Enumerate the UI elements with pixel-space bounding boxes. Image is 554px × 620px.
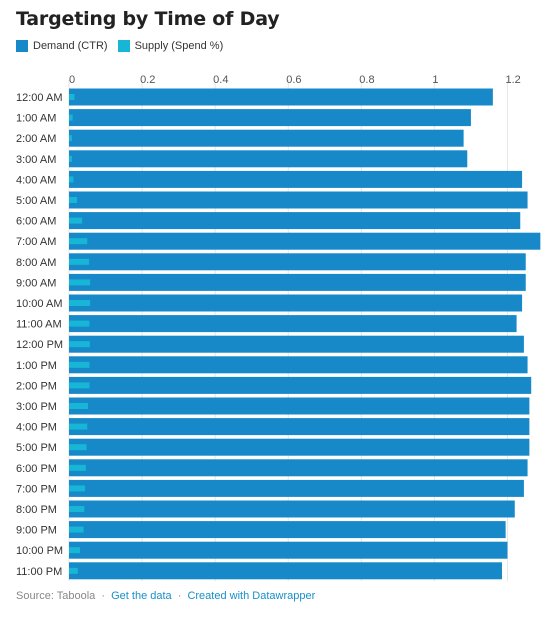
demand-bar — [69, 232, 541, 250]
demand-bar — [69, 191, 528, 209]
demand-bar — [69, 150, 468, 168]
supply-bar — [69, 197, 78, 203]
category-label: 3:00 AM — [16, 154, 56, 166]
supply-bar — [69, 444, 87, 451]
demand-bar — [69, 397, 530, 415]
demand-bar — [69, 294, 523, 312]
demand-bar — [69, 212, 521, 230]
supply-bar — [69, 320, 90, 327]
category-label: 6:00 PM — [16, 463, 57, 475]
demand-bar — [69, 273, 526, 291]
demand-bar — [69, 335, 524, 353]
category-label: 1:00 PM — [16, 360, 57, 372]
legend-swatch-supply — [117, 40, 130, 52]
category-label: 2:00 PM — [16, 380, 57, 392]
supply-bar — [69, 155, 72, 162]
demand-bar — [69, 562, 502, 580]
bar-chart: 0 0.2 0.4 0.6 0.8 1 1.2 12:00 AM 1:00 AM 2:00 AM 3… — [16, 74, 541, 582]
demand-bar — [69, 418, 530, 436]
demand-bar — [69, 253, 526, 271]
category-label: 5:00 PM — [16, 442, 57, 454]
supply-bar — [69, 176, 74, 183]
supply-bar — [69, 114, 73, 121]
supply-bar — [69, 217, 83, 224]
demand-bar — [69, 459, 528, 477]
supply-bar — [69, 341, 90, 348]
category-label: 4:00 PM — [16, 422, 57, 434]
demand-bar — [69, 376, 532, 394]
demand-bar — [69, 541, 508, 559]
supply-bar — [69, 423, 88, 430]
category-label: 7:00 AM — [16, 236, 56, 248]
category-label: 8:00 PM — [16, 504, 57, 516]
supply-bar — [69, 382, 90, 389]
supply-bar — [69, 526, 84, 533]
demand-bar — [69, 315, 517, 333]
category-label: 9:00 AM — [16, 277, 56, 289]
get-data-link[interactable]: Get the data — [111, 590, 172, 602]
x-tick-label: 0 — [69, 74, 75, 86]
category-label: 11:00 PM — [16, 566, 62, 578]
demand-bar — [69, 356, 528, 374]
footer: Source: Taboola · Get the data · Created… — [16, 590, 315, 602]
category-label: 5:00 AM — [16, 195, 56, 207]
category-label: 2:00 AM — [16, 133, 56, 145]
demand-bar — [69, 521, 506, 539]
demand-bar — [69, 109, 471, 127]
legend-item-supply: Supply (Spend %) — [117, 40, 224, 52]
demand-bar — [69, 438, 530, 456]
supply-bar — [69, 135, 72, 142]
demand-bar — [69, 170, 523, 188]
source-note: Source: Taboola — [16, 590, 96, 602]
supply-bar — [69, 279, 91, 286]
legend-item-demand: Demand (CTR) — [16, 40, 108, 52]
x-tick-label: 0.2 — [140, 74, 155, 86]
category-label: 6:00 AM — [16, 216, 56, 228]
supply-bar — [69, 547, 80, 554]
category-label: 12:00 PM — [16, 339, 63, 351]
supply-bar — [69, 300, 91, 306]
category-label: 10:00 AM — [16, 298, 62, 310]
supply-bar — [69, 567, 78, 574]
x-tick-label: 1 — [432, 74, 438, 86]
chart-title: Targeting by Time of Day — [16, 8, 280, 30]
category-label: 7:00 PM — [16, 483, 57, 495]
demand-bar — [69, 500, 515, 518]
x-tick-label: 1.2 — [505, 74, 520, 86]
supply-bar — [69, 506, 85, 512]
supply-bar — [69, 94, 75, 100]
supply-bar — [69, 238, 88, 245]
legend-swatch-demand — [16, 40, 28, 52]
supply-bar — [69, 258, 90, 265]
footer-separator: · — [101, 590, 106, 602]
supply-bar — [69, 464, 86, 471]
category-label: 9:00 PM — [16, 525, 57, 537]
created-with-link[interactable]: Created with Datawrapper — [187, 590, 316, 602]
supply-bar — [69, 403, 88, 409]
x-tick-label: 0.6 — [286, 74, 301, 86]
category-label: 1:00 AM — [16, 113, 56, 125]
legend-label-demand: Demand (CTR) — [33, 40, 108, 52]
category-label: 4:00 AM — [16, 174, 56, 186]
category-label: 3:00 PM — [16, 401, 57, 413]
supply-bar — [69, 485, 86, 492]
category-label: 8:00 AM — [16, 257, 56, 269]
category-label: 10:00 PM — [16, 545, 63, 557]
demand-bar — [69, 88, 493, 106]
footer-separator: · — [177, 590, 182, 602]
category-label: 11:00 AM — [16, 319, 62, 331]
x-tick-label: 0.4 — [213, 74, 228, 86]
x-tick-label: 0.8 — [359, 74, 374, 86]
legend-label-supply: Supply (Spend %) — [134, 40, 224, 52]
demand-bar — [69, 479, 524, 497]
demand-bar — [69, 129, 464, 147]
supply-bar — [69, 361, 90, 368]
category-label: 12:00 AM — [16, 92, 62, 104]
legend: Demand (CTR) Supply (Spend %) — [16, 38, 233, 54]
